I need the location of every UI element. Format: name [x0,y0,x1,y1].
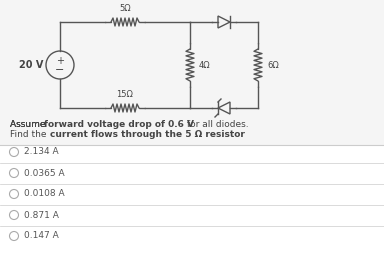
Text: −: − [55,65,65,75]
Text: Find the: Find the [10,130,50,139]
Text: 15Ω: 15Ω [117,90,133,99]
Text: 4Ω: 4Ω [199,60,211,69]
Text: 0.871 A: 0.871 A [24,210,59,219]
Text: Assume: Assume [10,120,48,129]
Text: Assume: Assume [10,120,48,129]
Text: 5Ω: 5Ω [119,4,131,13]
Text: current flows through the 5 Ω resistor: current flows through the 5 Ω resistor [50,130,245,139]
FancyBboxPatch shape [0,145,384,257]
Text: 0.147 A: 0.147 A [24,232,59,241]
Text: forward voltage drop of 0.6 V: forward voltage drop of 0.6 V [44,120,194,129]
Text: Assume: Assume [10,120,48,129]
Text: 6Ω: 6Ω [267,60,279,69]
Text: 2.134 A: 2.134 A [24,148,59,157]
Text: for all diodes.: for all diodes. [184,120,248,129]
Text: 20 V: 20 V [19,60,43,70]
Text: 0.0108 A: 0.0108 A [24,189,65,198]
Text: +: + [56,56,64,66]
Text: 0.0365 A: 0.0365 A [24,169,65,178]
